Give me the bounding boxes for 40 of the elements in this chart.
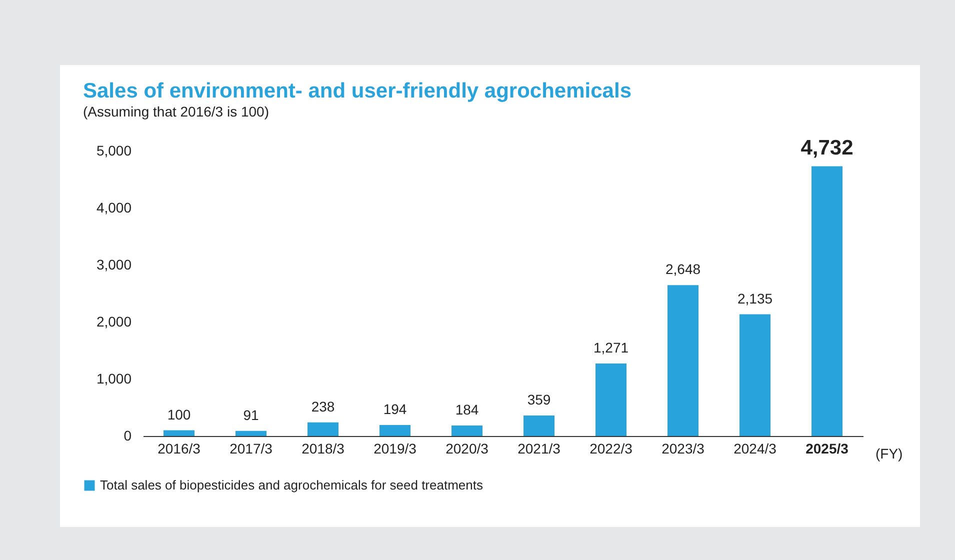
y-tick-label: 0 (124, 428, 132, 444)
bar (524, 416, 554, 436)
x-tick-label: 2019/3 (374, 440, 417, 456)
y-tick-label: 2,000 (96, 314, 132, 330)
text: 2,648 (665, 261, 701, 278)
text: 4,732 (800, 136, 854, 160)
bar (740, 314, 770, 436)
text: 184 (455, 402, 479, 418)
x-axis-title: (FY) (876, 446, 903, 462)
text: 2,135 (737, 290, 773, 306)
bar (668, 285, 698, 436)
text: 100 (167, 406, 191, 422)
legend-label: Total sales of biopesticides and agrochemicals for seed treatments (100, 478, 484, 492)
text: 238 (311, 398, 335, 414)
bar (380, 424, 410, 436)
bar (164, 430, 194, 436)
x-tick-label: 2017/3 (230, 440, 273, 456)
text: 359 (527, 392, 551, 408)
text: 194 (383, 400, 407, 417)
y-tick-label: 1,000 (96, 370, 132, 386)
chart-subtitle: (Assuming that 2016/3 is 100) (83, 103, 269, 120)
bar (236, 430, 266, 436)
x-tick-label: 2016/3 (158, 440, 201, 456)
y-tick-label: 5,000 (96, 142, 132, 158)
y-tick-label: 3,000 (96, 256, 132, 272)
x-tick-label: 2021/3 (518, 440, 561, 456)
x-tick-label: 2020/3 (446, 440, 489, 456)
x-tick-label: 2018/3 (302, 440, 345, 456)
x-tick-label: 2025/3 (806, 440, 849, 456)
bar (452, 426, 482, 436)
chart-title: Sales of environment- and user-friendly agrochemicals (83, 79, 632, 102)
x-tick-label: 2023/3 (662, 440, 705, 456)
y-tick-label: 4,000 (96, 200, 132, 216)
x-tick-label: 2024/3 (734, 440, 777, 456)
text: 1,271 (593, 340, 629, 356)
x-tick-label: 2022/3 (590, 440, 633, 456)
bar (596, 364, 626, 436)
text: 91 (243, 406, 259, 423)
bar (812, 166, 842, 436)
bar (308, 422, 338, 436)
